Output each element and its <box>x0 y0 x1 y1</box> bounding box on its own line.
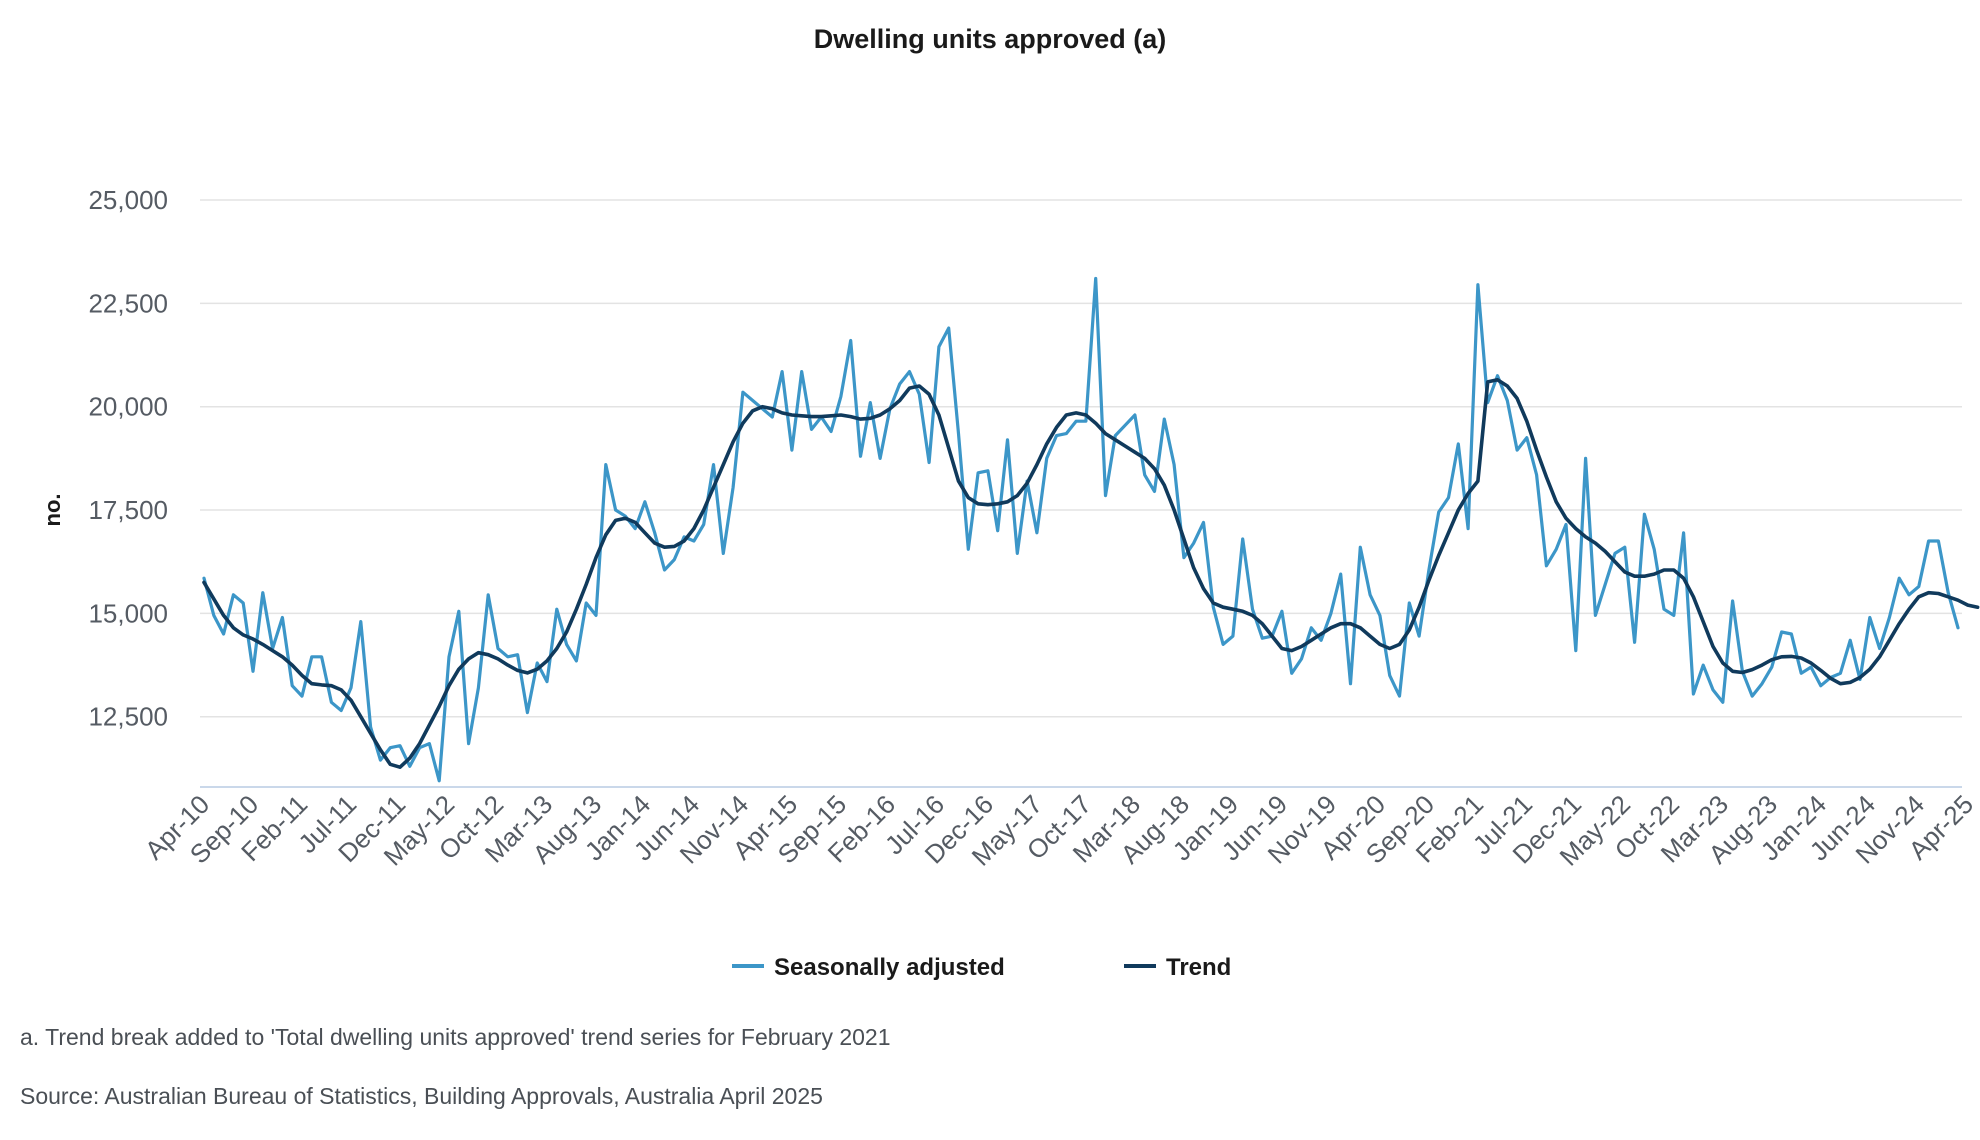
series-trend-line <box>202 377 1980 770</box>
y-tick-label: 22,500 <box>88 288 168 318</box>
footnote-a: a. Trend break added to 'Total dwelling … <box>20 1024 891 1050</box>
y-tick-label: 25,000 <box>88 185 168 215</box>
y-axis-label: no. <box>40 494 65 527</box>
y-tick-labels: 12,500 15,000 17,500 20,000 22,500 25,000 <box>88 185 168 732</box>
legend-trend-label: Trend <box>1166 954 1231 981</box>
y-tick-label: 20,000 <box>88 392 168 422</box>
x-tick-labels: Apr-10Sep-10Feb-11Jul-11Dec-11May-12Oct-… <box>139 789 1979 872</box>
legend: Seasonally adjusted Trend <box>732 954 1231 981</box>
y-tick-label: 12,500 <box>88 702 168 732</box>
grid-lines <box>200 199 1962 718</box>
series-seasonally-adjusted-line <box>202 276 1960 783</box>
series-lines <box>202 276 1980 783</box>
y-tick-label: 17,500 <box>88 495 168 525</box>
chart-title: Dwelling units approved (a) <box>814 24 1167 54</box>
source-note: Source: Australian Bureau of Statistics,… <box>20 1083 823 1109</box>
y-tick-label: 15,000 <box>88 598 168 628</box>
legend-seasonally-adjusted-label: Seasonally adjusted <box>774 954 1005 981</box>
